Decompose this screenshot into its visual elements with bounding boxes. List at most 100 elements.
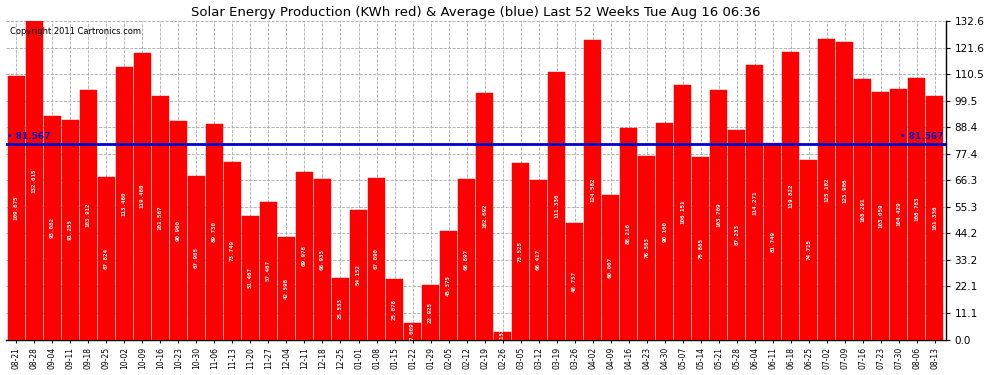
Text: 132.615: 132.615 bbox=[32, 168, 37, 193]
Text: 93.082: 93.082 bbox=[50, 217, 54, 238]
Bar bbox=[188, 176, 205, 339]
Text: 109.875: 109.875 bbox=[14, 195, 19, 220]
Text: 90.100: 90.100 bbox=[662, 221, 667, 242]
Text: 106.151: 106.151 bbox=[680, 200, 685, 224]
Text: 67.090: 67.090 bbox=[374, 249, 379, 270]
Bar bbox=[441, 231, 456, 339]
Bar bbox=[602, 195, 619, 339]
Bar bbox=[45, 116, 60, 339]
Bar bbox=[692, 158, 709, 339]
Text: 48.737: 48.737 bbox=[572, 270, 577, 291]
Bar bbox=[134, 53, 150, 339]
Bar bbox=[80, 90, 97, 339]
Bar bbox=[260, 201, 277, 339]
Bar bbox=[584, 40, 601, 339]
Text: 67.985: 67.985 bbox=[194, 248, 199, 268]
Text: 66.933: 66.933 bbox=[320, 249, 325, 270]
Text: 25.533: 25.533 bbox=[338, 298, 343, 320]
Text: 66.417: 66.417 bbox=[536, 249, 542, 270]
Text: 114.271: 114.271 bbox=[752, 190, 757, 214]
Text: 45.375: 45.375 bbox=[446, 274, 451, 296]
Bar bbox=[639, 156, 655, 339]
Bar bbox=[548, 72, 565, 339]
Text: 101.567: 101.567 bbox=[158, 206, 163, 230]
Bar bbox=[711, 90, 727, 339]
Text: 22.925: 22.925 bbox=[428, 302, 433, 322]
Bar bbox=[909, 78, 925, 339]
Text: 103.709: 103.709 bbox=[716, 203, 721, 227]
Bar bbox=[656, 123, 673, 339]
Title: Solar Energy Production (KWh red) & Average (blue) Last 52 Weeks Tue Aug 16 06:3: Solar Energy Production (KWh red) & Aver… bbox=[191, 6, 760, 18]
Text: 88.216: 88.216 bbox=[626, 223, 631, 244]
Text: 125.102: 125.102 bbox=[825, 177, 830, 202]
Bar bbox=[476, 93, 493, 339]
Bar bbox=[8, 76, 25, 339]
Text: 57.467: 57.467 bbox=[266, 260, 271, 281]
Text: 104.429: 104.429 bbox=[896, 202, 901, 226]
Bar bbox=[872, 92, 889, 339]
Bar bbox=[800, 160, 817, 339]
Bar bbox=[890, 89, 907, 339]
Text: • 81.567: • 81.567 bbox=[900, 132, 943, 141]
Bar bbox=[531, 180, 546, 339]
Text: 108.291: 108.291 bbox=[860, 197, 865, 222]
Text: 124.582: 124.582 bbox=[590, 178, 595, 202]
Bar bbox=[423, 285, 439, 339]
Bar bbox=[764, 143, 781, 339]
Text: 103.912: 103.912 bbox=[86, 202, 91, 227]
Text: 76.583: 76.583 bbox=[644, 237, 649, 258]
Text: 111.330: 111.330 bbox=[554, 194, 559, 218]
Text: 75.885: 75.885 bbox=[698, 238, 703, 259]
Text: • 81.567: • 81.567 bbox=[7, 132, 50, 141]
Text: 60.007: 60.007 bbox=[608, 257, 613, 278]
Text: 101.336: 101.336 bbox=[933, 206, 938, 230]
Bar bbox=[494, 332, 511, 339]
Bar bbox=[837, 42, 853, 339]
Bar bbox=[566, 222, 583, 339]
Text: 74.715: 74.715 bbox=[806, 239, 811, 260]
Bar bbox=[206, 124, 223, 339]
Text: 87.233: 87.233 bbox=[735, 224, 740, 245]
Bar bbox=[224, 162, 241, 339]
Bar bbox=[927, 96, 943, 339]
Text: 3.152: 3.152 bbox=[500, 327, 505, 345]
Bar bbox=[368, 178, 385, 339]
Bar bbox=[243, 216, 258, 339]
Bar bbox=[333, 278, 348, 339]
Text: 54.152: 54.152 bbox=[356, 264, 361, 285]
Text: 102.692: 102.692 bbox=[482, 204, 487, 228]
Text: 108.783: 108.783 bbox=[914, 196, 920, 221]
Bar bbox=[512, 163, 529, 339]
Bar bbox=[26, 21, 43, 339]
Bar bbox=[404, 323, 421, 339]
Bar bbox=[98, 177, 115, 339]
Text: 123.906: 123.906 bbox=[842, 178, 847, 203]
Bar bbox=[729, 130, 744, 339]
Bar bbox=[854, 80, 871, 339]
Text: 81.749: 81.749 bbox=[770, 231, 775, 252]
Text: 103.059: 103.059 bbox=[878, 204, 883, 228]
Text: 119.822: 119.822 bbox=[788, 183, 793, 208]
Text: Copyright 2011 Cartronics.com: Copyright 2011 Cartronics.com bbox=[10, 27, 142, 36]
Bar bbox=[350, 210, 366, 339]
Bar bbox=[674, 85, 691, 339]
Text: 113.460: 113.460 bbox=[122, 191, 127, 216]
Bar bbox=[314, 179, 331, 339]
Text: 25.078: 25.078 bbox=[392, 299, 397, 320]
Text: 7.009: 7.009 bbox=[410, 322, 415, 340]
Text: 67.824: 67.824 bbox=[104, 248, 109, 268]
Text: 73.525: 73.525 bbox=[518, 241, 523, 262]
Text: 89.730: 89.730 bbox=[212, 221, 217, 242]
Text: 42.598: 42.598 bbox=[284, 278, 289, 299]
Text: 119.460: 119.460 bbox=[140, 184, 145, 209]
Text: 73.749: 73.749 bbox=[230, 240, 235, 261]
Bar bbox=[170, 121, 187, 339]
Bar bbox=[746, 65, 763, 339]
Bar bbox=[152, 96, 168, 339]
Bar bbox=[62, 120, 78, 339]
Text: 69.978: 69.978 bbox=[302, 245, 307, 266]
Bar bbox=[819, 39, 835, 339]
Bar bbox=[621, 128, 637, 339]
Text: 66.897: 66.897 bbox=[464, 249, 469, 270]
Bar bbox=[386, 279, 403, 339]
